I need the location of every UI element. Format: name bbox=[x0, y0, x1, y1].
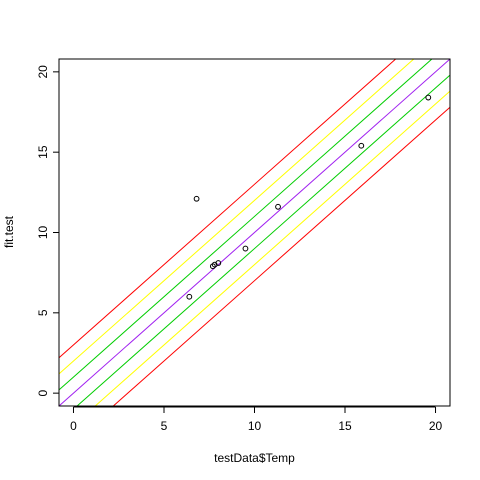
reference-line-3 bbox=[58, 58, 433, 391]
y-tick-label: 10 bbox=[36, 226, 50, 240]
x-tick-label: 20 bbox=[429, 419, 443, 433]
x-tick-label: 5 bbox=[161, 419, 168, 433]
x-axis-title: testData$Temp bbox=[214, 451, 295, 465]
data-point-8 bbox=[358, 142, 365, 149]
reference-line-4 bbox=[58, 58, 451, 407]
data-points bbox=[186, 94, 432, 300]
reference-line-1 bbox=[58, 58, 397, 359]
x-axis: 0 5 10 15 20 bbox=[70, 406, 443, 433]
x-tick-label: 15 bbox=[338, 419, 352, 433]
y-tick-label: 20 bbox=[36, 65, 50, 79]
data-point-6 bbox=[242, 245, 249, 252]
y-axis-title: fit.test bbox=[2, 215, 16, 248]
data-point-9 bbox=[425, 94, 432, 101]
data-point-1 bbox=[186, 293, 193, 300]
reference-line-5 bbox=[76, 74, 451, 407]
reference-line-2 bbox=[58, 58, 415, 375]
y-tick-label: 5 bbox=[36, 309, 50, 316]
data-point-5 bbox=[215, 260, 222, 266]
data-point-7 bbox=[275, 203, 281, 210]
x-tick-label: 10 bbox=[248, 419, 262, 433]
reference-line-7 bbox=[112, 106, 451, 407]
y-tick-label: 15 bbox=[36, 145, 50, 159]
y-axis: 0 5 10 15 20 bbox=[36, 65, 60, 396]
data-point-2 bbox=[193, 195, 200, 202]
reference-lines bbox=[58, 58, 451, 407]
y-tick-label: 0 bbox=[36, 389, 50, 396]
x-tick-label: 0 bbox=[70, 419, 77, 433]
reference-line-6 bbox=[94, 90, 451, 407]
